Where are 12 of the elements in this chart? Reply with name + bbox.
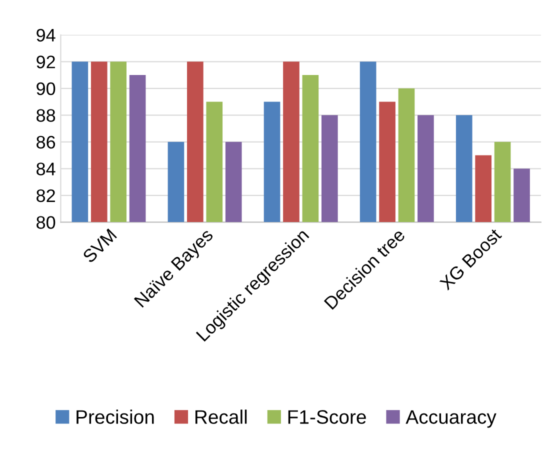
y-tick-label: 90 [36,82,56,96]
y-tick-label: 82 [36,189,55,202]
legend-label: Precision [76,410,154,424]
legend-label: Recall [195,410,247,424]
y-tick-label: 84 [36,162,56,176]
legend-label: Accuaracy [406,410,496,428]
y-tick-label: 92 [36,56,55,68]
y-tick-label: 86 [36,136,56,149]
legend-label: F1-Score [288,410,366,424]
y-tick-label: 94 [36,28,56,42]
y-tick-label: 80 [36,216,56,229]
y-tick-label: 88 [36,109,56,122]
